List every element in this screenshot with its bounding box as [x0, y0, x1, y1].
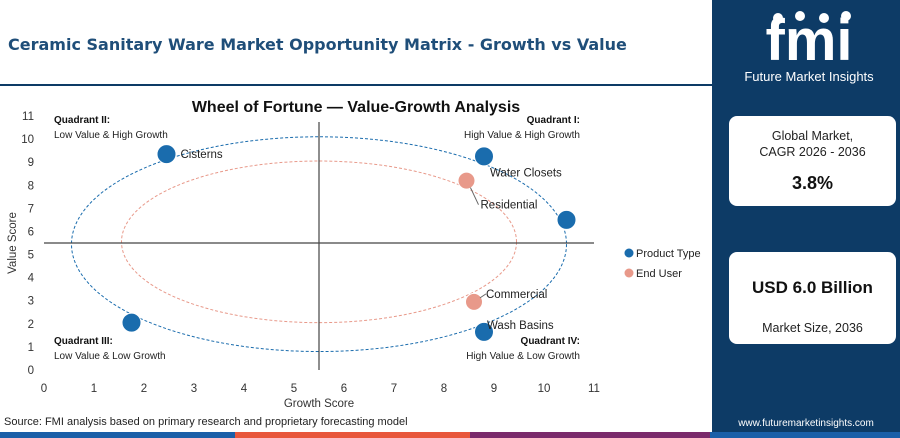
footer-color-segment	[235, 432, 470, 438]
ellipse-1	[121, 160, 517, 324]
label-leader	[479, 293, 487, 299]
x-axis-label: Growth Score	[284, 398, 354, 410]
quadrant-title-q3: Quadrant III:	[54, 336, 113, 347]
quadrant-subtitle-q3: Low Value & Low Growth	[54, 351, 166, 362]
sidebar: fmi Future Market Insights Global Market…	[712, 0, 900, 438]
x-tick-label: 3	[191, 383, 197, 395]
header: Ceramic Sanitary Ware Market Opportunity…	[0, 0, 712, 86]
y-tick-label: 4	[28, 273, 35, 285]
y-tick-label: 11	[22, 111, 34, 123]
logo-tagline: Future Market Insights	[744, 69, 874, 84]
x-tick-label: 4	[241, 383, 248, 395]
y-tick-label: 5	[28, 250, 34, 262]
legend-marker-1	[624, 268, 634, 278]
quadrant-subtitle-q1: High Value & High Growth	[464, 130, 580, 141]
cagr-label-line2: CAGR 2026 - 2036	[759, 145, 866, 159]
quadrant-title-q4: Quadrant IV:	[521, 336, 580, 347]
y-tick-label: 0	[28, 365, 34, 377]
data-point-residential	[457, 171, 476, 190]
y-tick-label: 6	[28, 226, 34, 238]
cagr-label-line1: Global Market,	[771, 129, 854, 143]
data-point-unlabeled	[121, 312, 142, 333]
x-tick-label: 5	[291, 383, 297, 395]
y-tick-label: 3	[28, 296, 34, 308]
y-tick-label: 1	[28, 342, 34, 354]
footer-color-segment	[0, 432, 235, 438]
data-point-water-closets	[474, 146, 494, 167]
website-url[interactable]: www.futuremarketinsights.com	[738, 418, 874, 429]
data-label: Cisterns	[181, 149, 223, 161]
x-tick-label: 6	[341, 383, 347, 395]
x-tick-label: 0	[41, 383, 47, 395]
market-size-value: USD 6.0 Billion	[752, 278, 873, 297]
quadrant-subtitle-q4: High Value & Low Growth	[466, 351, 580, 362]
logo-dot-3	[819, 13, 829, 23]
fmi-logo: fmi Future Market Insights	[744, 8, 874, 84]
data-label: Residential	[481, 200, 538, 212]
logo-dot-2	[795, 11, 805, 21]
legend-label-1: End User	[636, 268, 682, 280]
quadrant-subtitle-q2: Low Value & High Growth	[54, 130, 168, 141]
data-point-unlabeled	[556, 209, 577, 230]
data-point-commercial	[465, 292, 483, 311]
quadrant-title-q2: Quadrant II:	[54, 115, 110, 126]
legend-label-0: Product Type	[636, 248, 701, 260]
legend-marker-0	[624, 248, 634, 258]
cagr-value: 3.8%	[791, 173, 834, 193]
opportunity-matrix-chart: Wheel of Fortune — Value-Growth Analysis…	[7, 99, 701, 410]
logo-dot-4	[841, 11, 851, 21]
label-leader	[470, 187, 479, 205]
data-label: Wash Basins	[487, 320, 554, 332]
x-tick-label: 11	[588, 383, 600, 395]
data-label: Commercial	[486, 289, 547, 301]
x-tick-label: 7	[391, 383, 397, 395]
y-tick-label: 8	[28, 180, 34, 192]
market-size-card: USD 6.0 Billion Market Size, 2036	[729, 252, 896, 344]
y-axis-label: Value Score	[7, 212, 19, 274]
ellipse-0	[71, 136, 567, 353]
quadrant-title-q1: Quadrant I:	[527, 115, 580, 126]
cagr-card: Global Market, CAGR 2026 - 2036 3.8%	[729, 116, 896, 206]
market-size-label: Market Size, 2036	[762, 321, 863, 335]
y-tick-label: 10	[21, 134, 34, 146]
y-tick-label: 9	[28, 157, 34, 169]
y-tick-label: 7	[28, 203, 34, 215]
x-tick-label: 2	[141, 383, 147, 395]
page-title: Ceramic Sanitary Ware Market Opportunity…	[8, 35, 627, 54]
x-tick-label: 8	[441, 383, 447, 395]
source-note: Source: FMI analysis based on primary re…	[4, 416, 408, 428]
logo-dot-1	[773, 13, 783, 23]
x-tick-label: 1	[91, 383, 97, 395]
data-point-cisterns	[156, 144, 177, 165]
data-label: Water Closets	[490, 167, 562, 179]
footer-color-segment	[470, 432, 710, 438]
chart-title: Wheel of Fortune — Value-Growth Analysis	[192, 99, 520, 116]
header-divider	[0, 84, 712, 86]
data-point-wash-basins	[474, 321, 494, 342]
y-tick-label: 2	[28, 319, 34, 331]
footer-color-segment	[710, 432, 900, 438]
x-tick-label: 9	[491, 383, 497, 395]
x-tick-label: 10	[538, 383, 551, 395]
